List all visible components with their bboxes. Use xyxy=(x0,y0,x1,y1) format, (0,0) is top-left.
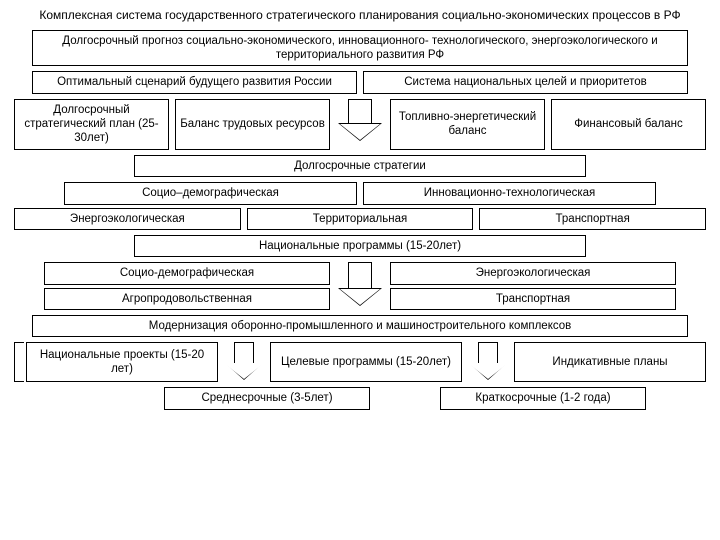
arrow-down-icon xyxy=(336,262,384,308)
box-energy-eco-strategy: Энергоэкологическая xyxy=(14,208,241,230)
box-transport-program: Транспортная xyxy=(390,288,676,310)
diagram-title: Комплексная система государственного стр… xyxy=(14,8,706,24)
box-energy-eco-program: Энергоэкологическая xyxy=(390,262,676,284)
box-territorial-strategy: Территориальная xyxy=(247,208,474,230)
box-agro-food-program: Агропродовольственная xyxy=(44,288,330,310)
box-modernization: Модернизация оборонно-промышленного и ма… xyxy=(32,315,688,337)
box-long-term-plan: Долгосрочный стратегический план (25-30л… xyxy=(14,99,169,150)
box-short-term: Краткосрочные (1-2 года) xyxy=(440,387,646,409)
box-financial-balance: Финансовый баланс xyxy=(551,99,706,150)
box-long-term-strategies: Долгосрочные стратегии xyxy=(134,155,586,177)
arrow-down-icon xyxy=(224,342,264,382)
box-innovation-tech-strategy: Инновационно-технологическая xyxy=(363,182,656,204)
bracket-icon xyxy=(14,342,24,382)
box-fuel-energy-balance: Топливно-энергетический баланс xyxy=(390,99,545,150)
arrow-down-icon xyxy=(468,342,508,382)
box-national-goals: Система национальных целей и приоритетов xyxy=(363,71,688,93)
box-optimal-scenario: Оптимальный сценарий будущего развития Р… xyxy=(32,71,357,93)
box-transport-strategy: Транспортная xyxy=(479,208,706,230)
box-national-projects: Национальные проекты (15-20 лет) xyxy=(26,342,218,382)
box-target-programs: Целевые программы (15-20лет) xyxy=(270,342,462,382)
box-labor-balance: Баланс трудовых ресурсов xyxy=(175,99,330,150)
box-indicative-plans: Индикативные планы xyxy=(514,342,706,382)
box-forecast: Долгосрочный прогноз социально-экономиче… xyxy=(32,30,688,67)
box-socio-demographic-program: Социо-демографическая xyxy=(44,262,330,284)
box-medium-term: Среднесрочные (3-5лет) xyxy=(164,387,370,409)
box-national-programs: Национальные программы (15-20лет) xyxy=(134,235,586,257)
arrow-down-icon xyxy=(336,99,384,143)
box-socio-demographic-strategy: Социо–демографическая xyxy=(64,182,357,204)
